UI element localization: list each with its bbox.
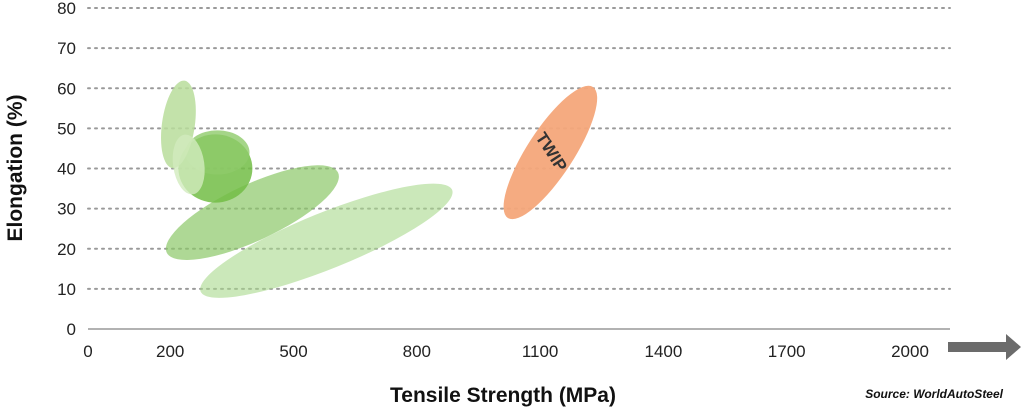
x-tick-label: 0: [83, 342, 92, 361]
x-tick-label: 1700: [768, 342, 806, 361]
y-tick-label: 30: [57, 200, 76, 219]
y-tick-label: 10: [57, 280, 76, 299]
y-tick-labels: 0 10 20 30 40 50 60 70 80: [57, 0, 76, 339]
arrow-right-icon: [948, 334, 1021, 360]
y-tick-label: 60: [57, 79, 76, 98]
twip-region: [503, 85, 598, 220]
y-tick-label: 80: [57, 0, 76, 18]
y-axis-title: Elongation (%): [4, 95, 27, 242]
x-axis-title: Tensile Strength (MPa): [390, 384, 616, 407]
steel-region: [165, 165, 339, 261]
y-tick-label: 70: [57, 39, 76, 58]
y-tick-label: 20: [57, 240, 76, 259]
y-tick-label: 50: [57, 119, 76, 138]
x-tick-label: 2000: [891, 342, 929, 361]
steel-region: [200, 183, 453, 298]
y-tick-label: 40: [57, 160, 76, 179]
regions: [161, 80, 598, 298]
x-tick-label: 1100: [522, 342, 559, 361]
x-tick-labels: 0 200 500 800 1100 1400 1700 2000: [83, 342, 929, 361]
x-tick-label: 1400: [644, 342, 682, 361]
source-note: Source: WorldAutoSteel: [865, 387, 1003, 401]
x-tick-label: 500: [279, 342, 307, 361]
y-tick-label: 0: [67, 320, 76, 339]
x-tick-label: 200: [156, 342, 184, 361]
steel-region: [172, 134, 205, 195]
x-tick-label: 800: [403, 342, 431, 361]
